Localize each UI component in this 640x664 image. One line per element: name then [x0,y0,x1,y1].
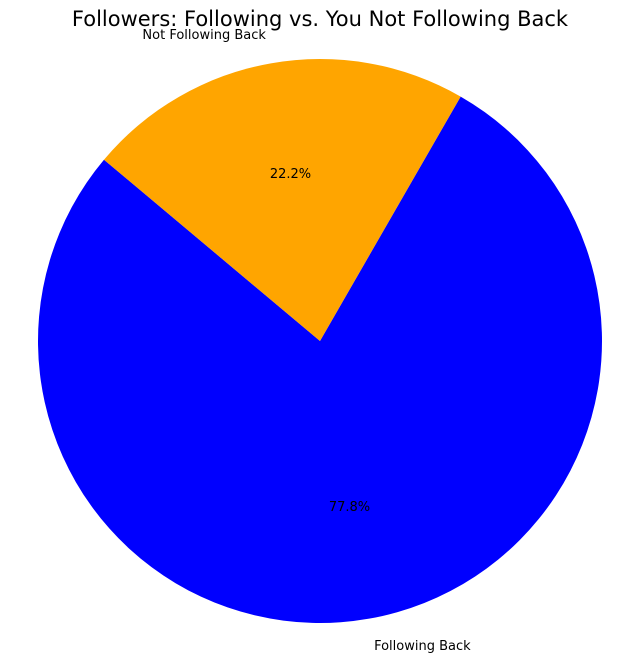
slice-percent-label: 22.2% [270,167,311,182]
pie-labels: Following Back 77.8% Not Following Back 22.… [142,28,471,654]
slice-label: Not Following Back [142,28,266,43]
slice-percent-label: 77.8% [329,500,370,515]
chart-title: Followers: Following vs. You Not Followi… [72,7,569,31]
slice-label: Following Back [374,639,471,654]
pie-slice-not-following-back [103,58,461,341]
pie-slice-following-back [37,96,602,623]
pie-slices [37,58,602,623]
